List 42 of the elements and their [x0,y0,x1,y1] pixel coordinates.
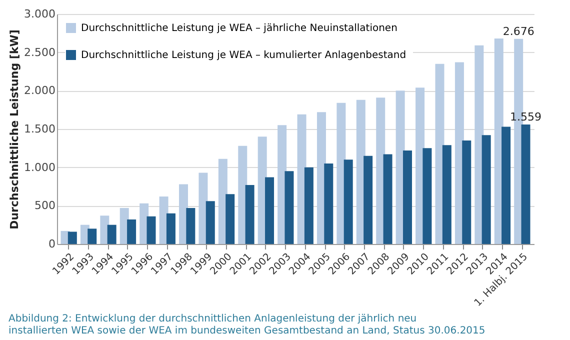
bar [186,208,196,244]
y-tick-label: 2.000 [24,84,56,98]
bar [146,216,156,244]
bar [435,64,444,244]
bar [198,172,208,244]
bar [265,177,274,244]
y-tick-label: 500 [34,199,56,212]
bar [206,201,215,244]
bar [336,102,346,244]
bar [245,184,254,244]
bar [88,228,97,244]
bar [344,160,353,244]
y-tick-label: 1.000 [24,160,56,174]
bar [482,135,491,244]
y-tick-label: 1.500 [24,122,56,136]
bar [166,213,176,244]
bar [127,219,136,244]
legend-label: Durchschnittliche Leistung je WEA – jährliche Neuinstallationen [81,23,398,34]
bar [364,156,373,244]
y-tick-label: 3.000 [24,8,56,20]
y-tick-label: 2.500 [24,46,56,59]
bar [226,194,235,244]
data-label: 2.676 [502,24,534,38]
bar [107,224,116,244]
bar [304,167,314,244]
y-axis-title: Durchschnittliche Leistung [kW] [8,30,22,230]
bar [474,45,484,244]
bar [284,171,294,244]
bar [238,146,248,244]
y-tick-label: 0 [48,238,56,250]
bar [462,140,472,244]
data-label: 1.559 [510,110,542,124]
bar [68,232,77,244]
bar [442,145,452,244]
text: Abbildung 2: Entwicklung der durchschnittlichen Anlagenleistung der jährlich neu installierten WEA sowie der WEA im bundesweiten Gesamtbestand an Land, Status 30.06.2015 [8,314,486,337]
bar [324,164,334,244]
bar [521,124,530,244]
bar [402,150,412,244]
bar [383,154,392,244]
legend-label: Durchschnittliche Leistung je WEA – kumulierter Anlagenbestand [81,50,406,61]
bar [502,126,511,244]
bar [422,148,432,244]
